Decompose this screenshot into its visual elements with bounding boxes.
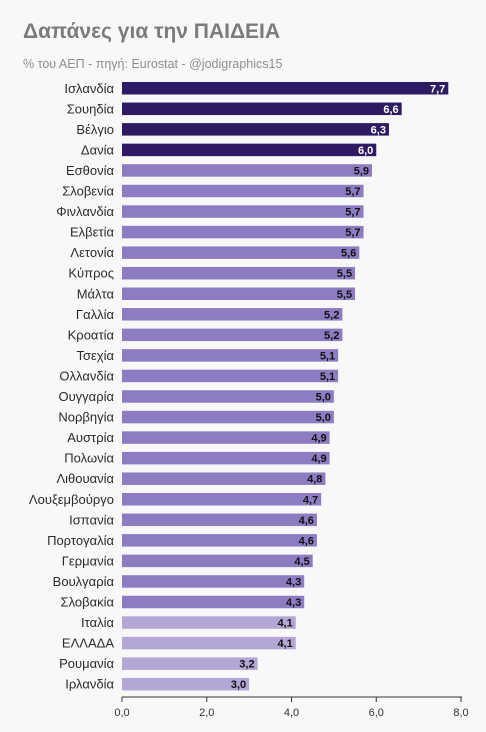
value-label: 5,1: [320, 350, 335, 362]
value-label: 7,7: [430, 83, 445, 95]
bar: [122, 636, 296, 650]
bar: [122, 534, 317, 547]
category-label: Λετονία: [70, 245, 114, 260]
category-label: Νορβηγία: [58, 410, 114, 425]
bar: [122, 369, 339, 383]
category-label: Λουξεμβούργο: [29, 492, 114, 507]
category-label: Γαλλία: [76, 307, 115, 322]
category-label: Ελβετία: [70, 225, 114, 240]
value-label: 4,3: [286, 597, 301, 609]
category-label: Ολλανδία: [59, 368, 114, 383]
x-tick-label: 6,0: [369, 707, 384, 719]
category-label: Εσθονία: [66, 163, 115, 178]
value-label: 4,1: [277, 638, 292, 650]
value-label: 4,9: [311, 433, 326, 445]
bar: [122, 205, 364, 218]
value-label: 6,3: [371, 124, 386, 136]
x-tick-label: 4,0: [284, 707, 299, 719]
value-label: 5,2: [324, 330, 339, 342]
bar: [122, 184, 364, 198]
value-label: 5,5: [337, 289, 352, 301]
bar: [122, 575, 305, 588]
value-label: 5,9: [354, 165, 369, 177]
bar: [122, 472, 326, 485]
value-label: 5,6: [341, 248, 356, 260]
category-label: Γερμανία: [62, 553, 115, 568]
bar: [122, 554, 313, 568]
value-label: 4,8: [307, 474, 322, 486]
bar: [122, 164, 373, 177]
value-label: 4,1: [277, 618, 292, 630]
category-label: Λιθουανία: [56, 471, 114, 486]
bar: [122, 390, 334, 403]
bar: [122, 287, 356, 300]
bar: [122, 513, 317, 527]
value-label: 6,0: [358, 145, 373, 157]
x-tick-label: 2,0: [199, 707, 214, 719]
value-label: 4,9: [311, 453, 326, 465]
bar: [122, 410, 334, 424]
bar: [122, 246, 360, 259]
category-label: Φινλανδία: [56, 204, 114, 219]
value-label: 4,7: [303, 494, 318, 506]
bar: [122, 82, 449, 95]
category-label: Πορτογαλία: [47, 533, 114, 548]
bar: [122, 595, 305, 609]
bar: [122, 123, 389, 136]
bar: [122, 102, 402, 116]
category-label: Μάλτα: [77, 286, 115, 301]
value-label: 4,6: [299, 515, 314, 527]
value-label: 4,5: [294, 556, 309, 568]
chart-title: Δαπάνες για την ΠΑΙΔΕΙΑ: [23, 20, 281, 43]
value-label: 5,0: [316, 392, 331, 404]
value-label: 3,0: [231, 679, 246, 691]
value-label: 5,7: [345, 186, 360, 198]
category-label: Ουγγαρία: [58, 389, 114, 404]
value-label: 5,5: [337, 268, 352, 280]
category-label: Ρουμανία: [59, 656, 114, 671]
x-tick-label: 0,0: [114, 707, 129, 719]
bar: [122, 677, 250, 691]
category-label: Κροατία: [68, 327, 115, 342]
value-label: 5,1: [320, 371, 335, 383]
bar: [122, 328, 343, 342]
bar: [122, 308, 343, 321]
category-label: ΕΛΛΑΔΑ: [62, 636, 114, 651]
bar: [122, 616, 296, 629]
value-label: 6,6: [383, 104, 398, 116]
category-label: Τσεχία: [76, 348, 114, 363]
category-label: Βουλγαρία: [53, 574, 115, 589]
chart-subtitle: % του ΑΕΠ - πηγή: Eurostat - @jodigraphi…: [23, 57, 283, 71]
category-label: Ισπανία: [69, 512, 114, 527]
bar: [122, 493, 322, 506]
bar: [122, 657, 258, 670]
x-tick-label: 8,0: [453, 707, 468, 719]
value-label: 5,7: [345, 207, 360, 219]
category-label: Ισλανδία: [64, 81, 114, 96]
value-label: 4,6: [299, 535, 314, 547]
bar: [122, 431, 330, 444]
category-label: Κύπρος: [68, 266, 114, 281]
bar: [122, 225, 364, 239]
bar: [122, 266, 356, 280]
value-label: 3,2: [239, 659, 254, 671]
category-label: Δανία: [81, 142, 115, 157]
value-label: 5,2: [324, 309, 339, 321]
category-label: Πολωνία: [64, 451, 114, 466]
bar: [122, 143, 377, 157]
category-label: Ιρλανδία: [65, 677, 114, 692]
bar: [122, 349, 339, 362]
value-label: 5,0: [316, 412, 331, 424]
category-label: Ιταλία: [81, 615, 114, 630]
category-label: Σουηδία: [67, 101, 115, 116]
bar: [122, 451, 330, 465]
category-label: Σλοβενία: [62, 184, 114, 199]
category-label: Βέλγιο: [76, 122, 114, 137]
category-label: Αυστρία: [67, 430, 114, 445]
category-label: Σλοβακία: [61, 595, 115, 610]
value-label: 5,7: [345, 227, 360, 239]
value-label: 4,3: [286, 576, 301, 588]
